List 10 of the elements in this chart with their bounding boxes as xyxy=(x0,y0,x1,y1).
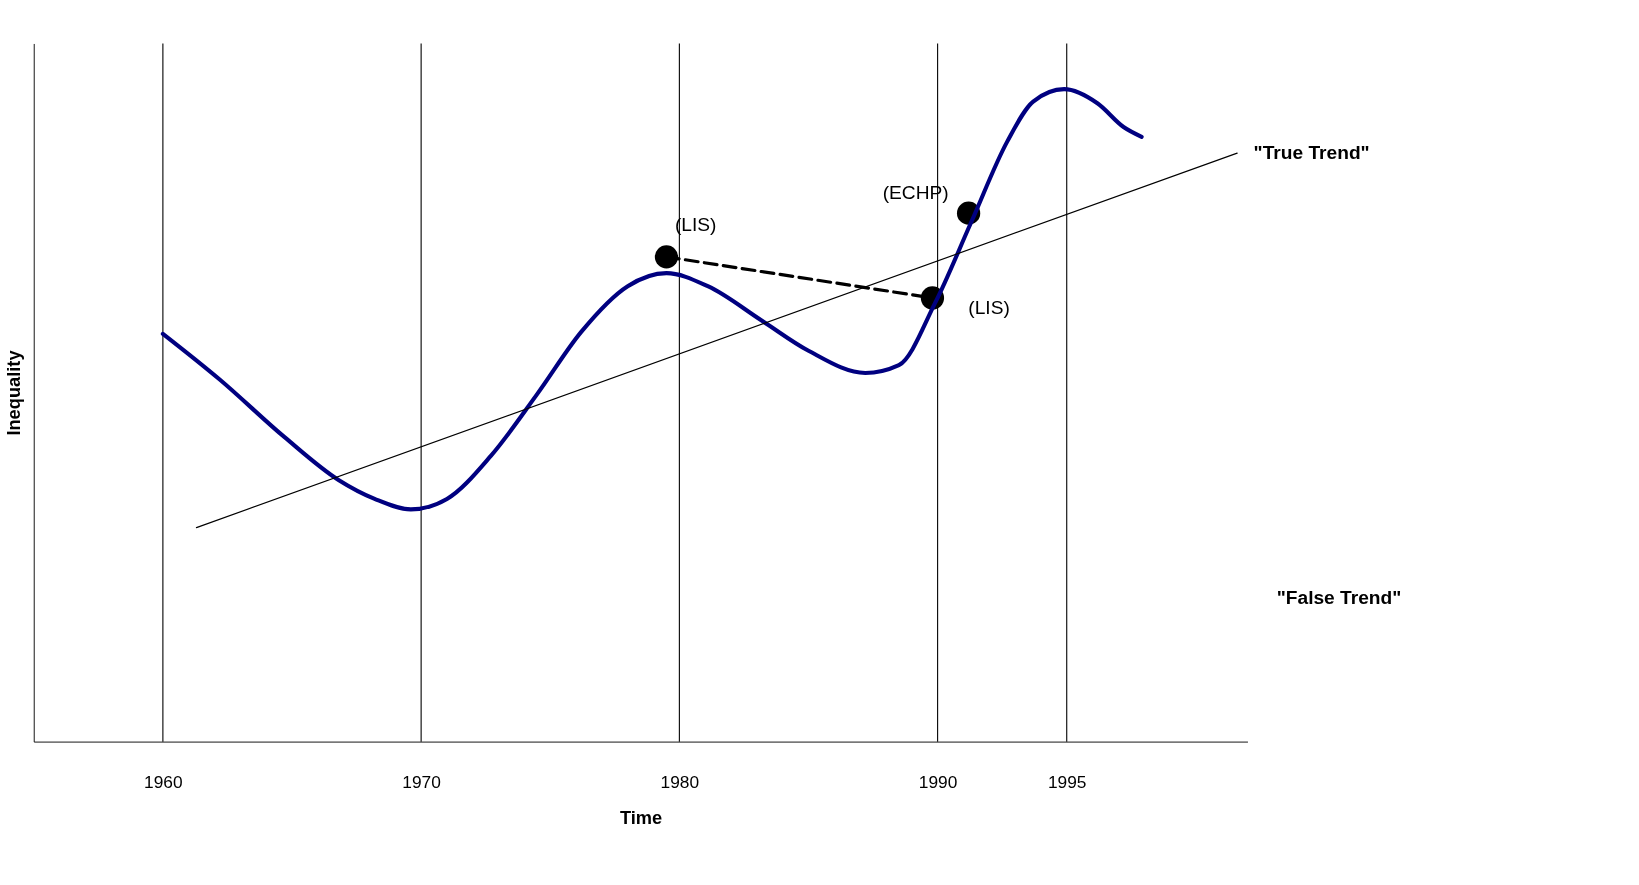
y-axis-title: Inequality xyxy=(2,349,24,436)
text: "False Trend" xyxy=(1276,586,1402,608)
x-tick-label: 1995 xyxy=(1047,771,1087,792)
x-axis-title: Time xyxy=(619,807,663,829)
annotation: (LIS) xyxy=(968,297,1010,319)
x-tick-label: 1990 xyxy=(918,771,958,792)
series-label: "True Trend" xyxy=(1253,141,1370,163)
x-tick-label: 1980 xyxy=(660,771,700,792)
x-tick-label: 1960 xyxy=(144,771,183,792)
x-tick-label: 1970 xyxy=(402,771,441,792)
